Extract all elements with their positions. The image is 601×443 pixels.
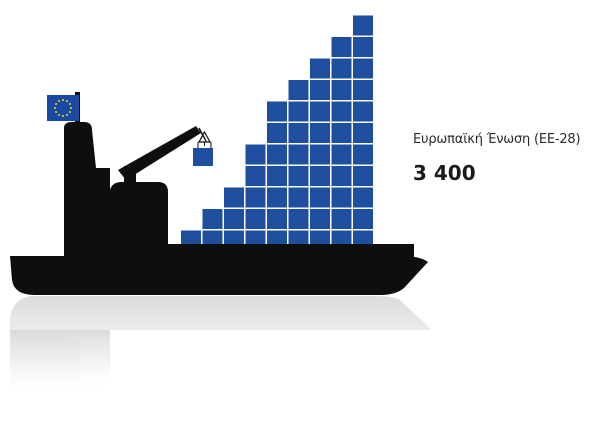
- hanging-container: [193, 148, 213, 166]
- container-block: [245, 187, 266, 208]
- container-block: [288, 209, 309, 229]
- flag-star: [68, 111, 71, 113]
- container-block: [267, 209, 287, 229]
- container-block: [288, 123, 309, 143]
- container-block: [310, 144, 330, 165]
- container-block: [353, 209, 373, 229]
- container-block: [310, 101, 330, 122]
- region-label-block: Ευρωπαϊκή Ένωση (ΕΕ-28) 3 400: [413, 132, 581, 185]
- container-block: [310, 209, 330, 229]
- container-block: [267, 144, 287, 165]
- flag-star: [62, 115, 64, 117]
- region-name: Ευρωπαϊκή Ένωση (ΕΕ-28): [413, 132, 581, 147]
- flag-star: [70, 107, 72, 109]
- container-block: [245, 144, 266, 165]
- container-block: [267, 101, 287, 122]
- container-block: [288, 166, 309, 186]
- container-block: [331, 80, 352, 100]
- container-block: [310, 58, 330, 79]
- flag-star: [55, 103, 58, 105]
- crane-icon: [118, 126, 213, 186]
- container-block: [353, 15, 373, 36]
- container-block: [331, 209, 352, 229]
- container-block: [310, 166, 330, 186]
- eu-flag-icon: [47, 95, 79, 121]
- container-block: [310, 80, 330, 100]
- region-value: 3 400: [413, 161, 476, 185]
- flag-star: [58, 113, 60, 116]
- container-block: [353, 144, 373, 165]
- container-block: [353, 37, 373, 57]
- container-block: [353, 187, 373, 208]
- ship-tower: [64, 122, 110, 245]
- container-block: [267, 123, 287, 143]
- ship-deck: [64, 244, 414, 258]
- container-block: [288, 80, 309, 100]
- container-block: [353, 80, 373, 100]
- container-block: [202, 209, 223, 229]
- container-block: [267, 166, 287, 186]
- container-block: [310, 187, 330, 208]
- container-block: [245, 166, 266, 186]
- flag-star: [66, 100, 68, 103]
- container-block: [331, 123, 352, 143]
- container-block: [353, 101, 373, 122]
- ship-reflection-lower: [10, 330, 110, 390]
- container-block: [267, 187, 287, 208]
- ship-hull: [10, 256, 428, 295]
- container-block: [353, 58, 373, 79]
- container-block: [331, 101, 352, 122]
- ship-deckhouse: [110, 182, 168, 245]
- container-block: [331, 166, 352, 186]
- container-block: [288, 144, 309, 165]
- container-block: [353, 123, 373, 143]
- flag-star: [68, 103, 71, 105]
- flag-star: [55, 111, 58, 113]
- container-block: [288, 101, 309, 122]
- flag-star: [66, 113, 68, 116]
- ship-reflection: [10, 296, 432, 400]
- container-block: [331, 58, 352, 79]
- container-block: [224, 209, 244, 229]
- flag-star: [62, 99, 64, 101]
- container-block: [331, 37, 352, 57]
- container-block: [224, 187, 244, 208]
- container-block: [331, 144, 352, 165]
- container-stack: [181, 15, 373, 251]
- container-block: [245, 209, 266, 229]
- container-block: [353, 166, 373, 186]
- container-block: [288, 187, 309, 208]
- flag-star: [54, 107, 56, 109]
- flag-star: [58, 100, 60, 103]
- container-block: [331, 187, 352, 208]
- container-block: [310, 123, 330, 143]
